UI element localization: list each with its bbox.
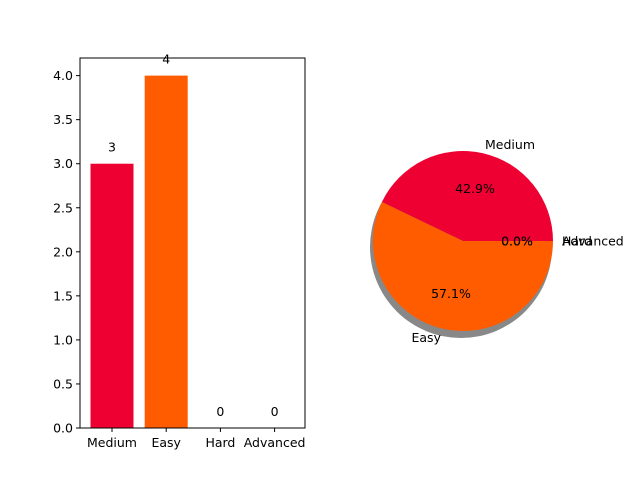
pie-slices <box>372 151 553 332</box>
pie-category-label: Medium <box>485 137 535 152</box>
pie-slice-easy <box>372 201 553 332</box>
x-axis: Medium Easy Hard Advanced <box>87 428 305 450</box>
y-tick-label: 1.0 <box>53 332 73 347</box>
pie-category-label: Advanced <box>562 234 624 249</box>
bar-medium <box>90 163 134 428</box>
pie-percent-label: 57.1% <box>431 286 471 301</box>
y-tick-label: 2.5 <box>53 200 73 215</box>
x-tick-label: Hard <box>205 435 235 450</box>
y-tick-label: 4.0 <box>53 68 73 83</box>
bar-data-labels: 3 4 0 0 <box>108 52 279 419</box>
y-axis: 0.0 0.5 1.0 1.5 2.0 2.5 3.0 3.5 4.0 <box>53 68 80 436</box>
y-tick-label: 0.0 <box>53 421 73 436</box>
bar-series <box>90 75 188 428</box>
bar-data-label: 0 <box>271 404 279 419</box>
bar-data-label: 3 <box>108 140 116 155</box>
pie-slice-medium <box>381 151 553 241</box>
bar-easy <box>144 75 188 428</box>
bar-data-label: 4 <box>162 52 170 67</box>
x-tick-label: Advanced <box>244 435 306 450</box>
y-tick-label: 0.5 <box>53 376 73 391</box>
pie-percent-label: 42.9% <box>455 181 495 196</box>
y-tick-label: 1.5 <box>53 288 73 303</box>
pie-percent-label: 0.0% <box>501 234 533 249</box>
pie-category-label: Easy <box>412 330 442 345</box>
pie-category-label: Hard <box>562 234 592 249</box>
pie-percent-label: 0.0% <box>501 234 533 249</box>
bar-data-label: 0 <box>216 404 224 419</box>
x-tick-label: Easy <box>151 435 181 450</box>
y-tick-label: 3.0 <box>53 156 73 171</box>
bar-chart: 3 4 0 0 0.0 0.5 1.0 1.5 2.0 2.5 3.0 3.5 4.0 Medium E… <box>53 52 306 450</box>
plot-frame <box>79 57 306 429</box>
y-tick-label: 2.0 <box>53 244 73 259</box>
y-tick-label: 3.5 <box>53 112 73 127</box>
x-tick-label: Medium <box>87 435 137 450</box>
